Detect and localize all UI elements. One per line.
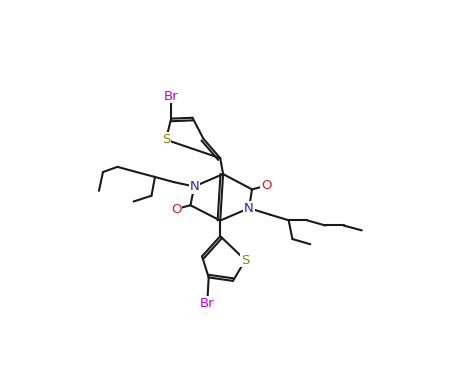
Text: S: S bbox=[241, 254, 250, 267]
Text: Br: Br bbox=[200, 297, 214, 310]
Text: S: S bbox=[162, 133, 170, 146]
Text: Br: Br bbox=[164, 90, 179, 103]
Text: N: N bbox=[244, 202, 254, 214]
Text: O: O bbox=[171, 202, 181, 216]
Text: O: O bbox=[261, 179, 272, 192]
Text: N: N bbox=[190, 180, 199, 193]
